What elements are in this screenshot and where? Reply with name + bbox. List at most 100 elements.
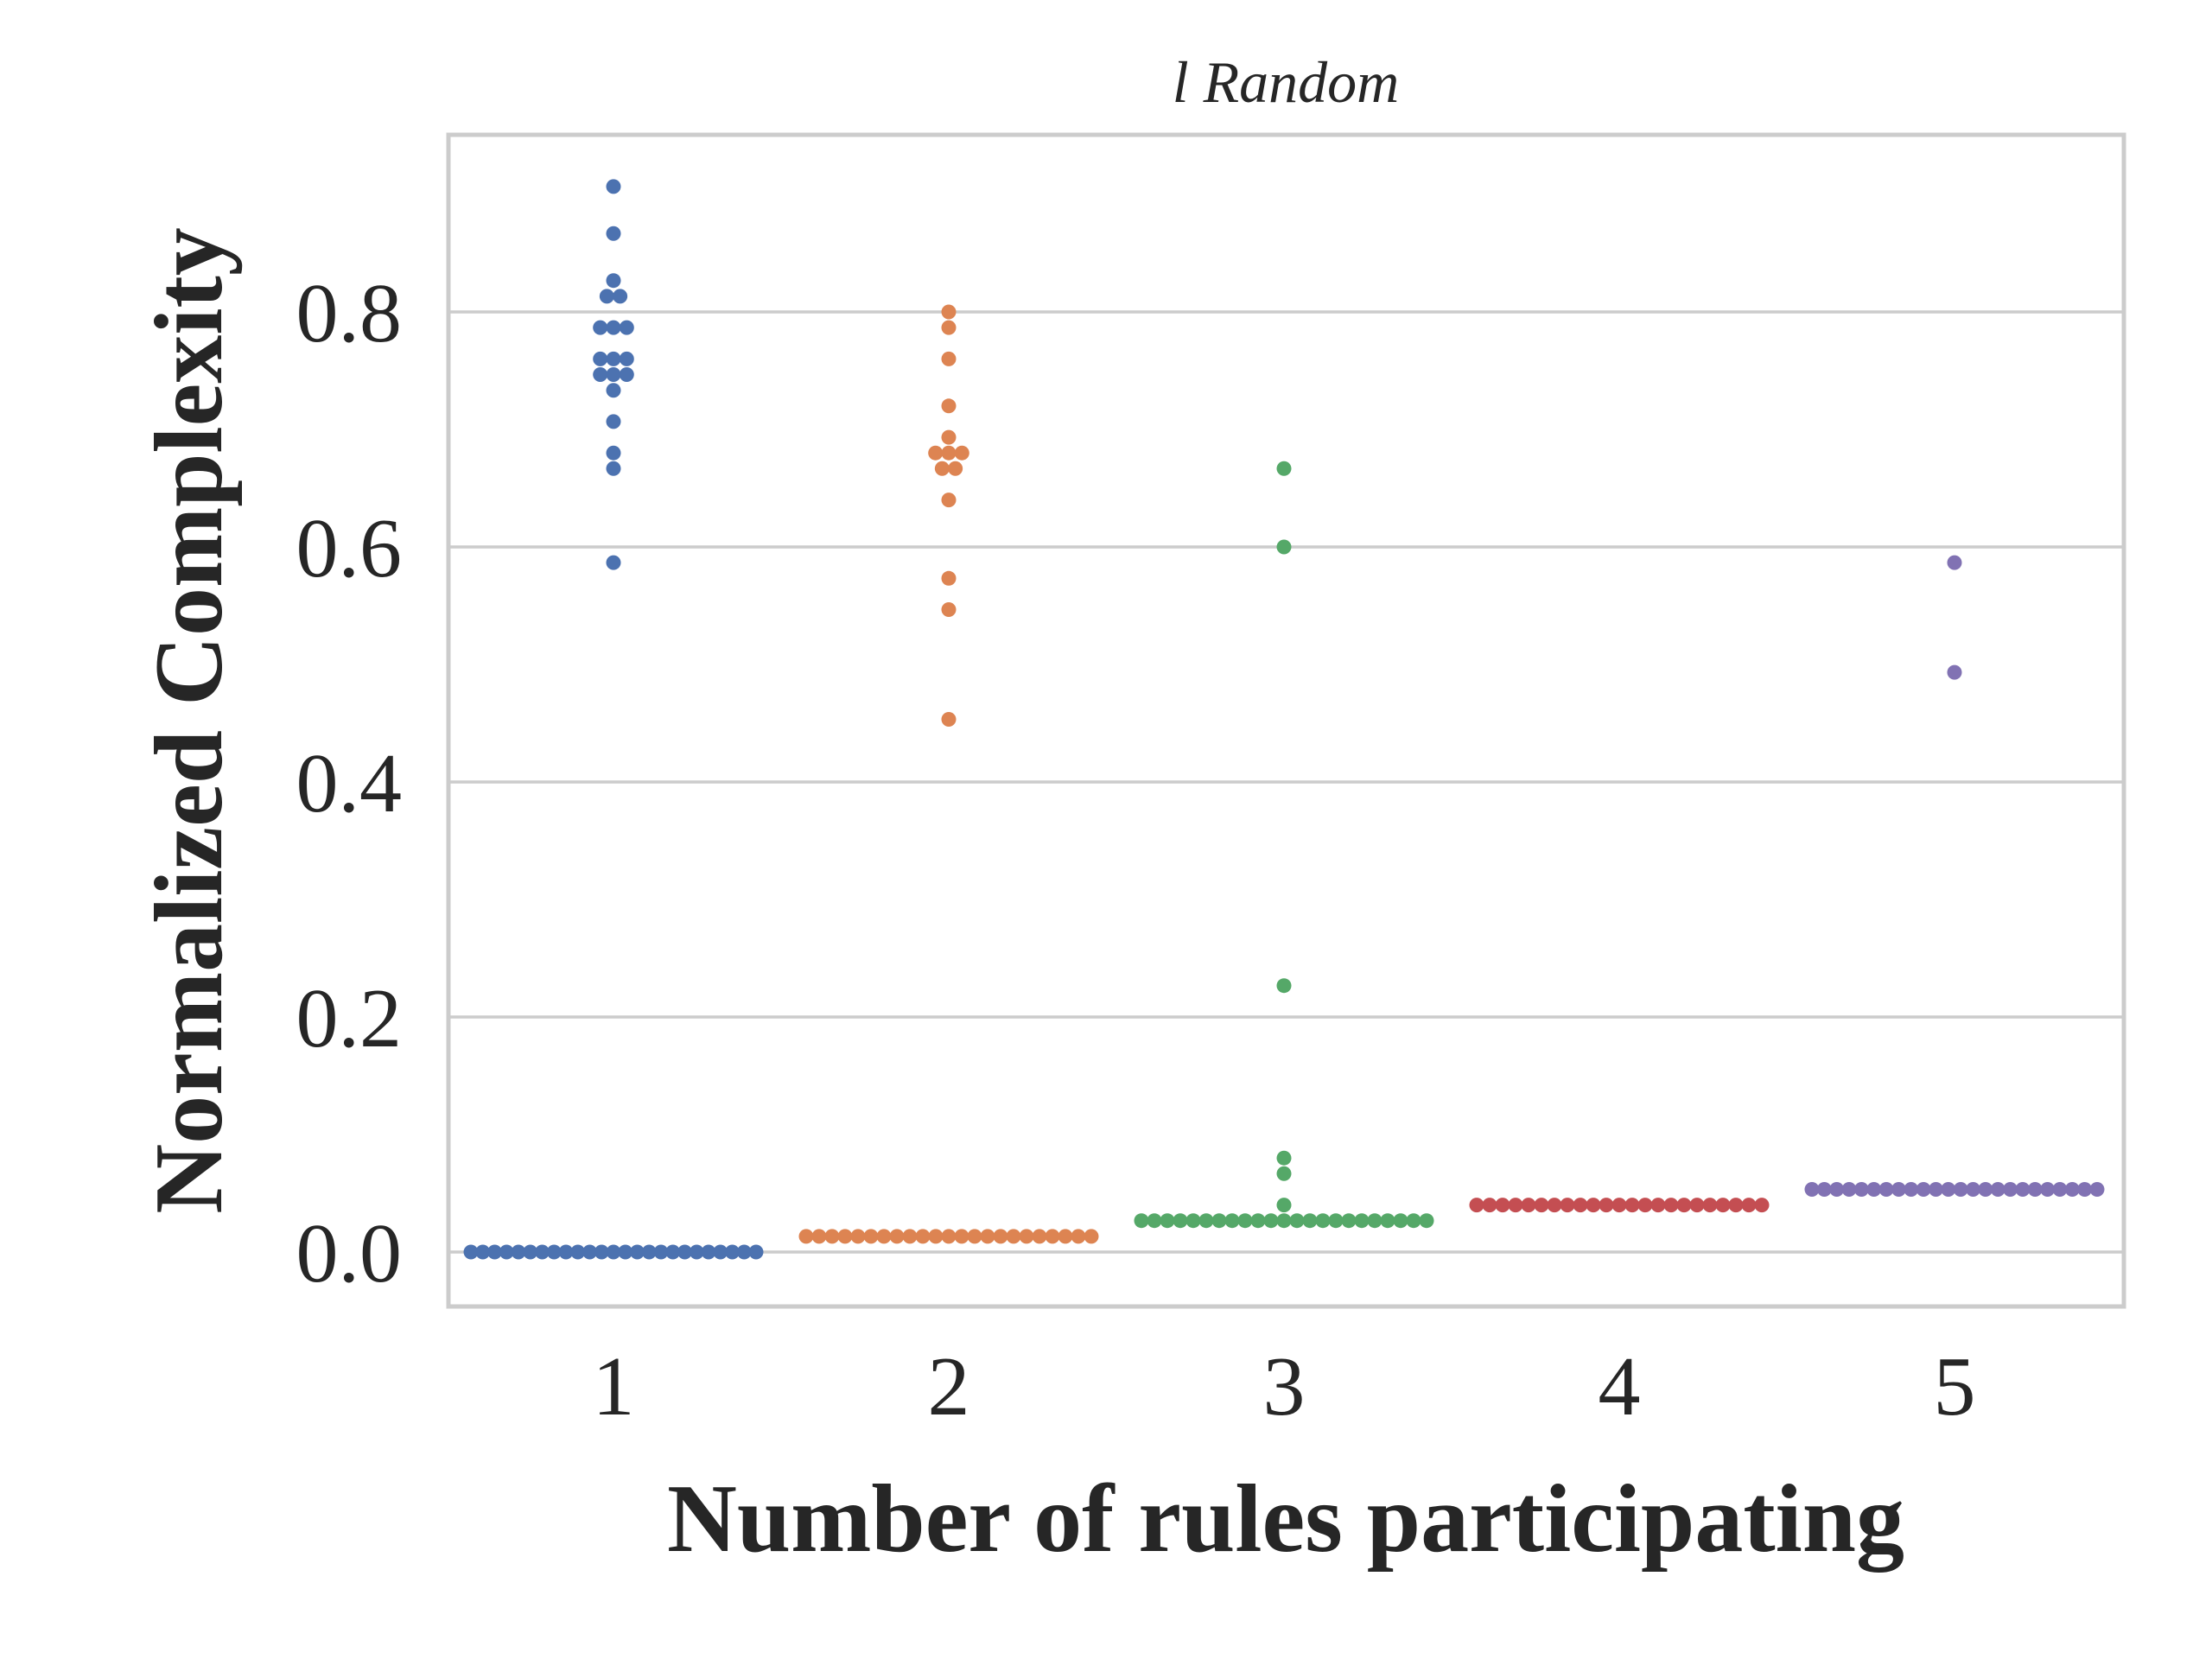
data-point bbox=[1071, 1229, 1086, 1244]
data-point bbox=[582, 1244, 597, 1260]
data-point bbox=[1276, 978, 1292, 994]
data-point bbox=[1599, 1198, 1614, 1213]
data-point bbox=[619, 351, 634, 366]
data-point bbox=[1032, 1229, 1047, 1244]
data-point bbox=[1560, 1198, 1575, 1213]
data-point bbox=[606, 320, 621, 335]
data-point bbox=[811, 1229, 827, 1244]
data-point bbox=[606, 366, 621, 382]
data-point bbox=[1637, 1198, 1653, 1213]
data-point bbox=[1134, 1213, 1149, 1229]
data-point bbox=[1211, 1213, 1227, 1229]
data-point bbox=[1276, 539, 1292, 555]
data-point bbox=[1276, 1213, 1292, 1229]
data-point bbox=[1084, 1229, 1099, 1244]
data-point bbox=[941, 445, 957, 461]
data-point bbox=[2003, 1182, 2018, 1198]
data-point bbox=[606, 445, 621, 461]
data-point bbox=[1380, 1213, 1395, 1229]
data-point bbox=[2077, 1182, 2093, 1198]
data-point bbox=[1663, 1198, 1679, 1213]
data-point bbox=[1573, 1198, 1588, 1213]
data-point bbox=[1482, 1198, 1497, 1213]
data-point bbox=[606, 555, 621, 570]
data-point bbox=[1508, 1198, 1523, 1213]
data-point bbox=[689, 1244, 704, 1260]
data-point bbox=[606, 351, 621, 366]
data-point bbox=[941, 320, 957, 335]
data-point bbox=[798, 1229, 814, 1244]
data-point bbox=[1689, 1198, 1705, 1213]
data-point bbox=[1741, 1198, 1757, 1213]
data-point bbox=[713, 1244, 728, 1260]
data-point bbox=[1250, 1213, 1266, 1229]
data-point bbox=[941, 304, 957, 320]
data-point bbox=[954, 445, 969, 461]
data-point bbox=[941, 1229, 957, 1244]
data-point bbox=[1289, 1213, 1305, 1229]
data-point bbox=[593, 320, 608, 335]
data-point bbox=[1367, 1213, 1382, 1229]
data-point bbox=[889, 1229, 905, 1244]
data-point bbox=[599, 289, 614, 304]
data-point bbox=[902, 1229, 918, 1244]
data-point bbox=[928, 445, 944, 461]
data-point bbox=[1947, 555, 1962, 570]
data-point bbox=[1990, 1182, 2005, 1198]
data-point bbox=[1173, 1213, 1188, 1229]
data-point bbox=[725, 1244, 740, 1260]
data-point bbox=[954, 1229, 969, 1244]
data-point bbox=[546, 1244, 562, 1260]
chart-title: l Random bbox=[1173, 49, 1400, 115]
data-point bbox=[613, 289, 628, 304]
plot-frame bbox=[446, 132, 2126, 1309]
data-point bbox=[941, 493, 957, 508]
data-point bbox=[1058, 1229, 1073, 1244]
data-point bbox=[941, 601, 957, 617]
data-point bbox=[1276, 1166, 1292, 1181]
data-point bbox=[1534, 1198, 1549, 1213]
data-point bbox=[1804, 1182, 1820, 1198]
data-point bbox=[1829, 1182, 1845, 1198]
y-tick-label: 0.8 bbox=[296, 267, 403, 360]
data-point bbox=[677, 1244, 692, 1260]
data-point bbox=[748, 1244, 764, 1260]
y-tick-label: 0.6 bbox=[296, 502, 403, 595]
data-point bbox=[993, 1229, 1008, 1244]
data-point bbox=[701, 1244, 716, 1260]
data-point bbox=[653, 1244, 669, 1260]
y-axis-label: Normalized Complexity bbox=[136, 227, 243, 1214]
data-point bbox=[619, 320, 634, 335]
data-point bbox=[606, 1244, 621, 1260]
data-point bbox=[594, 1244, 609, 1260]
data-point bbox=[1045, 1229, 1060, 1244]
data-point bbox=[1276, 461, 1292, 476]
data-point bbox=[1495, 1198, 1510, 1213]
data-point bbox=[915, 1229, 931, 1244]
data-point bbox=[511, 1244, 526, 1260]
data-point bbox=[967, 1229, 982, 1244]
data-point bbox=[1650, 1198, 1666, 1213]
x-axis-label: Number of rules participating bbox=[667, 1465, 1904, 1573]
data-point bbox=[1263, 1213, 1279, 1229]
data-point bbox=[1328, 1213, 1344, 1229]
data-point bbox=[1419, 1213, 1434, 1229]
data-point bbox=[1947, 664, 1962, 680]
data-point bbox=[618, 1244, 633, 1260]
data-point bbox=[1715, 1198, 1731, 1213]
data-point bbox=[1237, 1213, 1253, 1229]
data-point bbox=[2052, 1182, 2068, 1198]
data-point bbox=[1198, 1213, 1214, 1229]
data-point bbox=[1966, 1182, 1981, 1198]
data-point bbox=[941, 398, 957, 414]
data-point bbox=[606, 273, 621, 289]
data-point bbox=[941, 351, 957, 366]
data-point bbox=[1702, 1198, 1718, 1213]
data-point bbox=[1611, 1198, 1627, 1213]
data-point bbox=[475, 1244, 491, 1260]
data-point bbox=[463, 1244, 479, 1260]
data-point bbox=[1754, 1198, 1770, 1213]
data-point bbox=[1904, 1182, 1919, 1198]
data-point bbox=[1547, 1198, 1562, 1213]
data-point bbox=[2064, 1182, 2080, 1198]
